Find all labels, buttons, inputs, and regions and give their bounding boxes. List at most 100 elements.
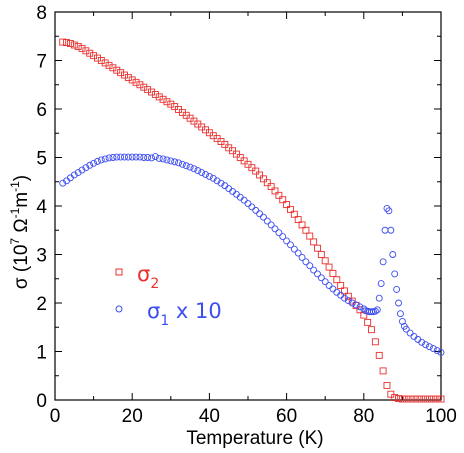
data-point-circle <box>167 157 175 165</box>
legend-entry-sigma2: σ2 <box>115 262 159 292</box>
data-point-circle <box>151 153 159 160</box>
y-axis-label: σ (107 Ω-1m-1) <box>8 175 32 289</box>
data-point-square <box>398 395 406 403</box>
data-point-circle <box>341 294 348 302</box>
data-point-square <box>414 395 422 403</box>
x-axis-label: Temperature (K) <box>186 428 323 449</box>
data-point-circle <box>198 169 206 176</box>
data-point-square <box>429 395 437 403</box>
data-point-square <box>391 394 399 402</box>
data-point-square <box>433 395 441 403</box>
data-point-circle <box>391 270 399 278</box>
y-axis-label-open: (10 <box>11 245 32 278</box>
data-point-square <box>140 83 148 91</box>
y-tick-label: 3 <box>36 246 47 267</box>
data-point-circle <box>387 226 395 234</box>
data-point-square <box>86 49 94 57</box>
data-point-square <box>163 98 171 106</box>
data-point-square <box>395 395 402 402</box>
data-point-square <box>66 40 74 47</box>
data-point-circle <box>90 159 98 167</box>
data-point-square <box>364 318 372 326</box>
data-point-square <box>294 216 302 224</box>
data-point-circle <box>182 162 190 170</box>
data-point-circle <box>70 171 78 179</box>
data-point-circle <box>375 294 383 302</box>
data-point-square <box>59 38 67 46</box>
data-point-circle <box>86 161 94 169</box>
plot-border <box>54 11 442 401</box>
y-axis-label-exp7: 7 <box>8 238 22 245</box>
legend-marker-square <box>115 268 123 276</box>
data-point-square <box>121 71 128 79</box>
data-point-square <box>325 263 333 271</box>
data-point-circle <box>101 155 109 163</box>
data-point-square <box>271 187 279 195</box>
data-point-circle <box>248 203 256 211</box>
legend-sigma2-main: σ <box>137 262 150 286</box>
data-point-circle <box>344 297 352 305</box>
data-point-square <box>109 64 117 72</box>
legend-sigma2-sub: 2 <box>150 276 159 292</box>
data-point-circle <box>155 155 163 162</box>
data-point-circle <box>163 156 171 164</box>
data-point-circle <box>279 233 287 241</box>
data-point-circle <box>175 159 182 167</box>
data-point-square <box>344 292 352 300</box>
data-point-square <box>425 395 433 403</box>
data-point-circle <box>252 206 260 214</box>
data-point-circle <box>402 325 410 333</box>
series-sigma1 <box>59 153 445 356</box>
data-point-square <box>259 175 267 183</box>
data-point-square <box>263 179 271 187</box>
data-point-square <box>105 61 113 69</box>
data-point-circle <box>377 280 385 288</box>
data-point-square <box>406 395 414 403</box>
data-series <box>59 38 445 403</box>
x-tick-label: 100 <box>425 406 457 427</box>
legend-entry-sigma1: σ1 x 10 <box>115 299 222 329</box>
y-axis-label-expm1b: -1 <box>8 181 22 192</box>
data-point-circle <box>209 174 217 182</box>
data-point-circle <box>190 165 198 173</box>
y-axis-label-sigma: σ <box>11 277 32 289</box>
data-point-circle <box>393 285 401 293</box>
x-tick-label: 0 <box>50 406 61 427</box>
y-tick-label: 8 <box>36 3 47 24</box>
series-sigma2 <box>59 38 445 403</box>
data-point-square <box>383 382 391 389</box>
data-point-circle <box>94 157 101 165</box>
legend-sigma1-suffix: x 10 <box>169 299 222 323</box>
data-point-circle <box>202 171 209 178</box>
y-tick-label: 7 <box>36 52 47 73</box>
data-point-square <box>136 81 144 89</box>
data-point-circle <box>117 153 125 161</box>
data-point-circle <box>82 164 90 172</box>
data-point-square <box>144 86 152 94</box>
data-point-square <box>78 44 86 52</box>
data-point-circle <box>325 282 333 289</box>
data-point-square <box>371 338 379 346</box>
legend-label-sigma1: σ1 x 10 <box>147 299 222 329</box>
data-point-square <box>117 69 125 77</box>
data-point-circle <box>290 245 298 253</box>
data-point-circle <box>159 155 167 163</box>
data-point-circle <box>379 258 387 266</box>
data-point-circle <box>178 160 186 168</box>
data-point-square <box>379 367 387 375</box>
data-point-circle <box>287 241 294 249</box>
data-point-circle <box>259 213 267 221</box>
data-point-square <box>256 171 264 179</box>
data-point-circle <box>360 305 368 313</box>
y-tick-label: 1 <box>36 343 47 364</box>
data-point-circle <box>395 299 402 307</box>
data-point-circle <box>105 154 113 162</box>
y-tick-label: 5 <box>36 149 47 170</box>
data-point-square <box>333 276 341 284</box>
y-axis-label-m: m <box>11 192 32 208</box>
y-tick-label: 0 <box>36 391 47 412</box>
axis-tick-labels: 0 20 40 60 80 100 0 1 2 3 4 5 6 7 8 <box>36 3 456 427</box>
data-point-circle <box>398 317 406 325</box>
data-point-circle <box>385 207 393 215</box>
legend-sigma1-main: σ <box>147 299 160 323</box>
